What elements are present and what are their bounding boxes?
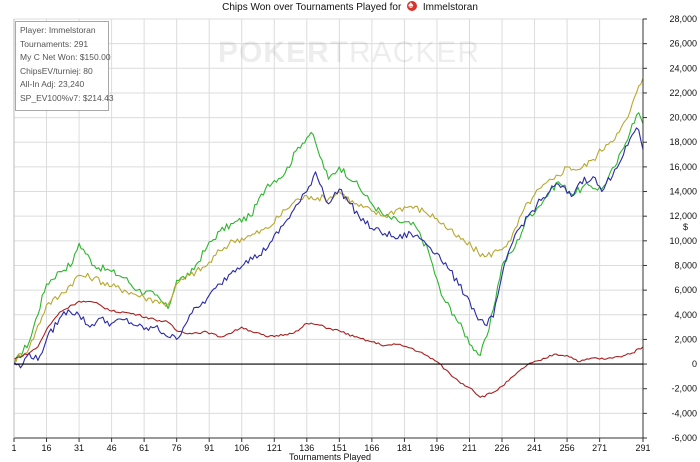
y-tick-label: 8,000: [674, 260, 697, 270]
y-tick-label: 28,000: [669, 14, 697, 24]
stats-line: My C Net Won: $150.00: [20, 52, 111, 63]
x-tick-label: 271: [592, 443, 607, 453]
x-tick-label: 16: [42, 443, 52, 453]
series-lines: [13, 78, 644, 398]
x-tick-label: 196: [429, 443, 444, 453]
y-tick-label: 12,000: [669, 211, 697, 221]
series-line-blue: [13, 127, 644, 369]
x-tick-labels: 1 16 31 46 61 76 91 106 121 136 151 166 181 196 211 226…: [11, 443, 650, 453]
series-line-red: [13, 300, 644, 398]
axes: [13, 18, 647, 442]
x-tick-label: 1: [11, 443, 16, 453]
y-tick-label: 24,000: [669, 63, 697, 73]
x-tick-label: 76: [172, 443, 182, 453]
x-tick-label: 136: [299, 443, 314, 453]
x-tick-label: 226: [495, 443, 510, 453]
stats-line: Tournaments: 291: [20, 38, 89, 49]
stats-line: SP_EV100%v7: $214.43: [20, 92, 114, 103]
x-tick-label: 91: [204, 443, 214, 453]
y-tick-label: -6,000: [671, 433, 697, 443]
series-line-green: [13, 112, 644, 365]
y-tick-label: 6,000: [674, 285, 697, 295]
pokertracker-watermark: POKERTRACKER: [218, 36, 481, 69]
y-tick-label: 22,000: [669, 88, 697, 98]
y-tick-label: 4,000: [674, 310, 697, 320]
y-tick-label: 18,000: [669, 137, 697, 147]
y-axis-label: $: [683, 222, 689, 232]
x-tick-label: 61: [139, 443, 149, 453]
x-tick-label: 46: [107, 443, 117, 453]
x-axis-label: Tournaments Played: [288, 452, 372, 462]
x-tick-label: 31: [74, 443, 84, 453]
x-tick-label: 211: [462, 443, 476, 453]
x-tick-label: 106: [234, 443, 249, 453]
stats-box: Player: Immelstoran Tournaments: 291 My C …: [15, 21, 114, 111]
x-tick-label: 256: [560, 443, 575, 453]
x-tick-label: 166: [364, 443, 379, 453]
stats-line: Player: Immelstoran: [20, 25, 96, 35]
x-tick-label: 241: [527, 443, 542, 453]
stats-line: All-In Adj: 23,240: [20, 79, 85, 90]
x-tick-label: 291: [635, 443, 650, 453]
pokertracker-spade-icon: [407, 0, 418, 14]
y-tick-label: -2,000: [671, 384, 697, 394]
y-tick-label: -4,000: [671, 408, 697, 418]
y-tick-label: 10,000: [669, 236, 697, 246]
x-tick-label: 181: [397, 443, 412, 453]
x-tick-label: 121: [267, 443, 282, 453]
chart-title-prefix: Chips Won over Tournaments Played for: [222, 2, 402, 13]
chart-title: Chips Won over Tournaments Played for Im…: [0, 0, 700, 18]
stats-line: ChipsEV/turniej: 80: [20, 65, 93, 76]
y-tick-label: 2,000: [674, 334, 697, 344]
x-tick-label: 151: [332, 443, 347, 453]
chart-title-player: Immelstoran: [422, 2, 478, 13]
y-tick-label: 0: [692, 359, 697, 369]
y-tick-label: 26,000: [669, 39, 697, 49]
y-tick-label: 16,000: [669, 162, 697, 172]
series-line-olive: [13, 78, 644, 362]
y-tick-label: 14,000: [669, 187, 697, 197]
y-tick-labels: -6,000 -4,000 -2,000 0 2,000 4,000 6,000 8,000 1…: [669, 14, 697, 443]
y-tick-label: 20,000: [669, 113, 697, 123]
